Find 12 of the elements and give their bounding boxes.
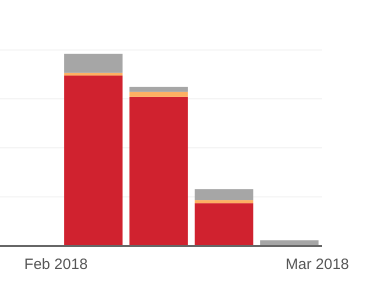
bar — [260, 240, 319, 246]
bar — [64, 72, 123, 76]
bar — [64, 76, 123, 246]
bar — [64, 54, 123, 73]
bar — [129, 92, 188, 97]
bar — [129, 96, 188, 246]
x-tick-label: Mar 2018 — [286, 256, 350, 273]
bar — [129, 86, 188, 92]
x-tick-label: Feb 2018 — [24, 256, 88, 273]
bar — [194, 203, 254, 246]
bar — [194, 200, 254, 204]
bar — [194, 189, 254, 200]
